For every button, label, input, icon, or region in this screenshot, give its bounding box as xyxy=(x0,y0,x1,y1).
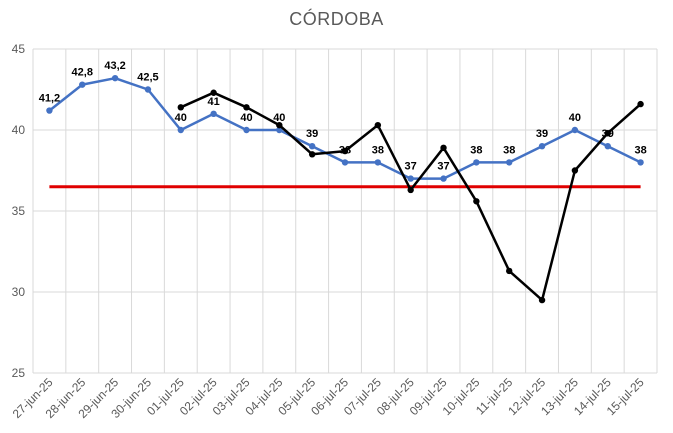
data-point xyxy=(571,167,579,174)
data-point xyxy=(407,186,414,194)
data-point xyxy=(440,175,447,182)
data-point xyxy=(243,126,250,134)
data-point xyxy=(604,130,611,137)
data-label: 38 xyxy=(339,144,351,156)
data-point xyxy=(144,86,152,93)
data-point xyxy=(79,81,86,88)
data-point xyxy=(341,159,349,166)
data-point xyxy=(538,143,546,150)
data-point xyxy=(341,147,349,155)
data-label: 37 xyxy=(437,161,449,173)
data-label: 38 xyxy=(503,144,515,156)
data-point xyxy=(210,89,217,96)
data-label: 40 xyxy=(175,112,187,124)
data-point xyxy=(276,126,283,134)
data-point xyxy=(571,126,579,134)
data-point xyxy=(111,74,119,82)
data-point xyxy=(374,159,382,166)
data-label: 38 xyxy=(372,144,384,156)
data-label: 38 xyxy=(470,144,482,156)
data-point xyxy=(637,159,644,166)
data-point xyxy=(210,110,217,118)
data-label: 39 xyxy=(306,128,318,140)
data-label: 39 xyxy=(602,128,614,140)
data-point xyxy=(243,104,250,111)
data-point xyxy=(473,159,480,166)
data-label: 42,5 xyxy=(137,72,158,84)
chart-title: CÓRDOBA xyxy=(289,9,384,29)
y-tick-label: 25 xyxy=(12,366,26,380)
data-label: 38 xyxy=(634,144,646,156)
data-point xyxy=(177,126,184,134)
data-point xyxy=(407,175,414,182)
data-label: 41,2 xyxy=(39,93,60,105)
y-tick-label: 35 xyxy=(12,204,26,218)
data-point xyxy=(308,143,316,150)
x-tick-label: 15-jul-25 xyxy=(604,375,647,418)
y-tick-label: 45 xyxy=(12,42,26,56)
data-point xyxy=(276,121,283,129)
data-point xyxy=(440,144,447,152)
y-tick-label: 30 xyxy=(12,285,26,299)
data-label: 40 xyxy=(569,112,581,124)
data-point xyxy=(308,151,316,158)
data-label: 39 xyxy=(536,128,548,140)
y-tick-label: 40 xyxy=(12,123,26,137)
data-point xyxy=(374,121,382,129)
data-label: 40 xyxy=(240,112,252,124)
data-point xyxy=(506,159,513,166)
data-label: 40 xyxy=(273,112,285,124)
data-point xyxy=(46,107,53,114)
data-point xyxy=(177,104,184,111)
data-label: 42,8 xyxy=(72,67,93,79)
data-point xyxy=(506,267,513,275)
data-point xyxy=(637,100,644,108)
data-point xyxy=(604,143,611,150)
data-label: 43,2 xyxy=(104,60,125,72)
data-point xyxy=(473,198,480,205)
data-label: 37 xyxy=(405,161,417,173)
data-label: 41 xyxy=(208,96,220,108)
data-point xyxy=(538,296,546,304)
